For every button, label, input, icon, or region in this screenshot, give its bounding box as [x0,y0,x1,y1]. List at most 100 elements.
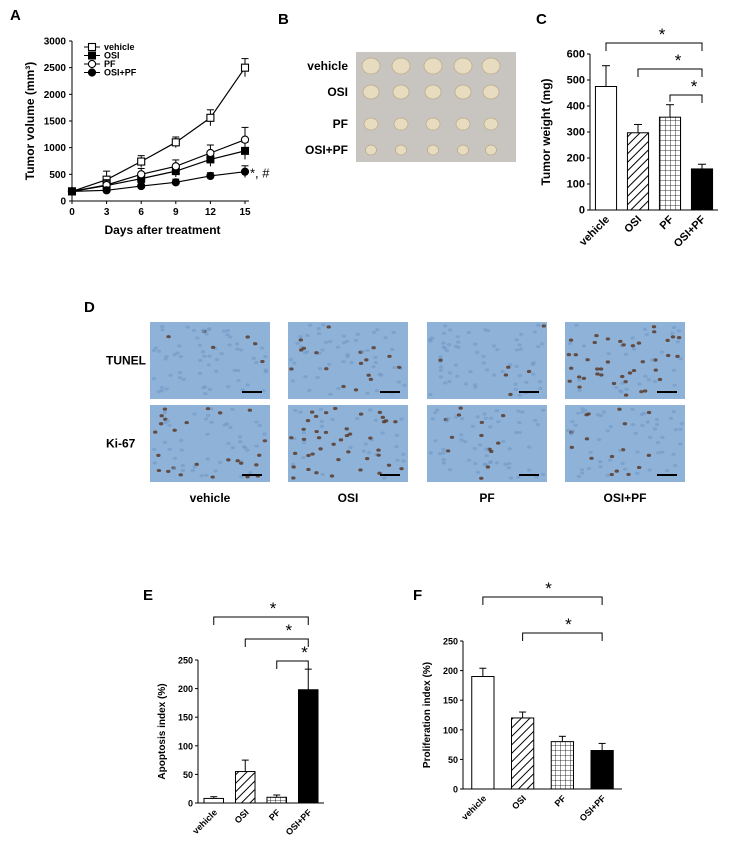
cell-nucleus [514,348,520,352]
cell-nucleus [168,373,173,377]
cell-nucleus [219,351,224,356]
cell-nucleus [647,435,653,439]
significance-star: * [565,615,572,634]
cell-nucleus [292,361,297,365]
bar-pf [550,741,575,790]
tumor-specimen [363,117,379,131]
cell-nucleus [292,451,298,455]
cell-nucleus [438,368,444,372]
data-point [137,170,146,179]
cell-nucleus [399,417,404,421]
cell-nucleus [506,365,511,369]
panel-b-tumor-photo: vehicle OSI PF OSI+PF [305,52,516,162]
cell-nucleus [156,468,162,473]
cell-nucleus [518,332,524,337]
data-point [240,167,250,176]
cell-nucleus [202,354,207,358]
cell-nucleus [536,344,541,349]
cell-nucleus [479,476,484,480]
cell-nucleus [468,370,473,374]
cell-nucleus [636,341,642,345]
cell-nucleus [293,408,298,413]
cell-nucleus [383,336,388,340]
cell-nucleus [475,415,480,419]
cell-nucleus [540,472,546,477]
cell-nucleus [238,348,244,352]
cell-nucleus [254,360,259,365]
data-point [206,148,215,158]
cell-nucleus [526,445,532,449]
cell-nucleus [475,470,481,474]
cell-nucleus [475,350,480,354]
series-line [71,150,246,192]
cell-nucleus [459,433,464,437]
x-category-label: PF [553,793,569,809]
legend-label: OSI [104,51,120,61]
cell-nucleus [320,472,325,477]
cell-nucleus [444,348,450,353]
cell-nucleus [441,345,446,349]
cell-nucleus [507,461,512,466]
cell-nucleus [349,360,354,365]
cell-nucleus [214,357,220,362]
series-vehicle: vehicle [67,42,250,196]
panel-letter-a: A [10,7,21,24]
cell-nucleus [601,410,607,414]
significance-star: * [301,643,308,662]
tumor-specimen [365,144,377,156]
cell-nucleus [437,452,443,456]
cell-nucleus [218,460,223,465]
cell-nucleus [443,324,448,328]
row-label: vehicle [307,59,348,73]
y-axis-label: Apoptosis index (%) [157,683,168,779]
cell-nucleus [374,389,380,393]
row-label: PF [333,117,348,131]
significance-star: * [545,579,552,598]
cell-nucleus [441,331,447,335]
cell-nucleus [371,346,376,350]
cell-nucleus [368,408,373,412]
cell-nucleus [598,465,603,469]
cell-nucleus [226,458,231,462]
cell-nucleus [365,348,370,352]
cell-nucleus [624,387,629,391]
bracket-line [244,638,309,647]
cell-nucleus [226,385,231,389]
cell-nucleus [368,377,374,381]
cell-nucleus [203,417,209,421]
cell-nucleus [172,456,178,461]
cell-nucleus [373,418,379,422]
cell-nucleus [453,363,459,367]
x-category-label: OSI+PF [672,213,709,250]
cell-nucleus [326,325,331,329]
cell-nucleus [295,341,300,345]
x-tick-label: 15 [239,207,251,218]
column-label: vehicle [190,491,231,505]
cell-nucleus [470,424,476,428]
panel-letter-c: C [536,11,547,28]
cell-nucleus [309,410,315,414]
cell-nucleus [441,461,447,465]
cell-nucleus [401,459,406,463]
cell-nucleus [487,461,493,465]
cell-nucleus [316,436,322,440]
histology-tile [565,322,685,399]
cell-nucleus [328,392,333,396]
significance-bracket: * [244,621,309,647]
cell-nucleus [656,451,661,455]
cell-nucleus [538,386,543,391]
cell-nucleus [390,347,395,352]
cell-nucleus [639,390,644,394]
cell-nucleus [517,393,522,397]
cell-nucleus [679,422,685,426]
cell-nucleus [353,388,359,392]
cell-nucleus [289,367,294,371]
cell-nucleus [376,448,381,452]
cell-nucleus [573,353,579,357]
cell-nucleus [261,389,266,393]
cell-nucleus [341,334,346,338]
cell-nucleus [208,407,214,411]
cell-nucleus [260,359,265,364]
cell-nucleus [344,433,350,438]
